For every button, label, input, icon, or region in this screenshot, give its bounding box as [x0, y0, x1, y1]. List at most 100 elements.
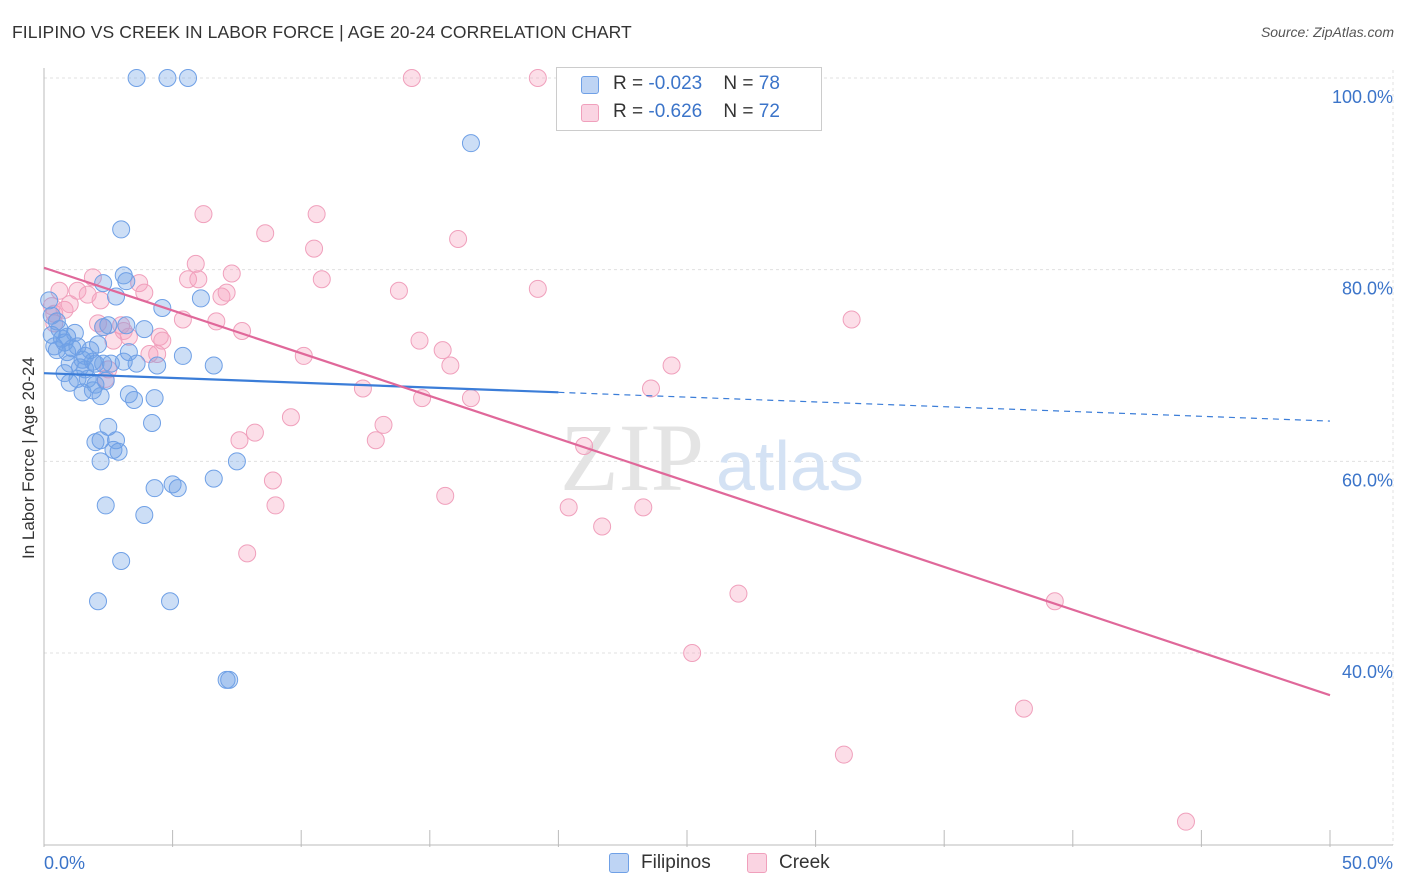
data-point: [143, 414, 162, 432]
data-point: [65, 323, 84, 342]
data-point: [127, 354, 146, 373]
data-point: [194, 205, 213, 224]
data-point: [559, 498, 578, 517]
data-point: [107, 431, 126, 450]
data-point: [91, 452, 110, 471]
data-point: [148, 356, 167, 375]
data-point: [94, 274, 113, 293]
data-point: [145, 389, 164, 408]
data-point: [436, 486, 455, 505]
watermark-atlas: atlas: [716, 427, 864, 505]
data-point: [99, 417, 118, 436]
data-point: [461, 389, 480, 408]
data-point: [117, 316, 136, 335]
data-point: [366, 431, 385, 450]
data-point: [402, 69, 421, 87]
x-tick-min: 0.0%: [44, 853, 85, 873]
data-point: [441, 356, 460, 375]
data-point: [86, 354, 105, 373]
data-point: [91, 291, 110, 310]
data-point: [305, 239, 324, 258]
bottom-legend-swatch-pink: [747, 853, 767, 873]
data-point: [204, 469, 223, 488]
watermark: ZIP atlas: [560, 404, 864, 511]
data-point: [161, 592, 180, 611]
legend-text-creek: R = -0.626 N = 72: [613, 101, 780, 122]
data-point: [433, 341, 452, 360]
y-tick-label: 80.0%: [1342, 279, 1393, 299]
data-point: [461, 134, 480, 153]
data-point: [1014, 699, 1033, 718]
data-point: [410, 331, 429, 350]
trend-line-filipinos-dashed: [558, 391, 1331, 422]
data-point: [68, 281, 87, 300]
data-point: [179, 270, 198, 289]
data-point: [641, 379, 660, 398]
data-point: [89, 592, 108, 611]
data-point: [575, 437, 594, 455]
data-point: [91, 387, 110, 406]
data-point: [99, 316, 118, 335]
data-point: [245, 423, 264, 442]
data-point: [60, 295, 79, 314]
data-point: [256, 224, 275, 243]
y-tick-label: 60.0%: [1342, 470, 1393, 490]
chart-source: Source: ZipAtlas.com: [1260, 24, 1394, 40]
bottom-legend-label-creek: Creek: [779, 852, 830, 873]
data-point: [96, 496, 115, 515]
data-point: [191, 289, 210, 308]
legend: R = -0.023 N = 78 R = -0.626 N = 72: [556, 67, 822, 131]
x-tick-max: 50.0%: [1342, 853, 1393, 873]
data-point: [307, 205, 326, 224]
data-point: [153, 331, 172, 350]
data-point: [281, 408, 300, 427]
data-point: [89, 335, 108, 354]
data-point: [662, 356, 681, 375]
data-point: [42, 306, 61, 325]
data-point: [40, 291, 59, 310]
data-point: [312, 270, 331, 289]
bottom-legend-swatch-blue: [609, 853, 629, 873]
data-point: [179, 69, 198, 87]
data-point: [76, 346, 95, 365]
data-point: [135, 506, 154, 524]
data-point: [189, 270, 208, 289]
data-point: [119, 327, 138, 346]
data-point: [266, 496, 285, 515]
legend-text-filipinos: R = -0.023 N = 78: [613, 73, 780, 94]
data-point: [634, 498, 653, 517]
chart-title: FILIPINO VS CREEK IN LABOR FORCE | AGE 2…: [12, 22, 632, 42]
data-point: [125, 391, 144, 409]
creek-points: [42, 69, 1195, 831]
data-point: [109, 442, 128, 461]
data-point: [127, 69, 146, 87]
data-point: [91, 431, 110, 450]
data-point: [729, 584, 748, 603]
bottom-legend-label-filipinos: Filipinos: [641, 852, 711, 873]
data-point: [112, 552, 131, 570]
trend-line-filipinos: [43, 372, 559, 394]
data-point: [528, 279, 547, 298]
grid: [44, 70, 1394, 845]
data-point: [593, 517, 612, 536]
data-point: [168, 479, 187, 498]
data-point: [683, 644, 702, 662]
data-point: [186, 254, 205, 273]
data-point: [227, 452, 246, 471]
data-point: [204, 356, 223, 375]
trend-line-creek: [43, 266, 1331, 697]
data-point: [842, 310, 861, 329]
watermark-zip: ZIP: [560, 404, 704, 511]
legend-swatch-pink: [581, 104, 599, 122]
data-point: [222, 264, 241, 283]
data-point: [1176, 812, 1195, 831]
data-point: [112, 220, 131, 239]
data-point: [145, 479, 164, 498]
data-point: [528, 69, 547, 87]
y-tick-labels: 40.0% 60.0% 80.0% 100.0%: [1332, 87, 1393, 682]
filipinos-points: [40, 69, 480, 689]
axes: [43, 68, 1393, 847]
data-point: [220, 670, 239, 689]
data-point: [374, 415, 393, 434]
legend-swatch-blue: [581, 76, 599, 94]
